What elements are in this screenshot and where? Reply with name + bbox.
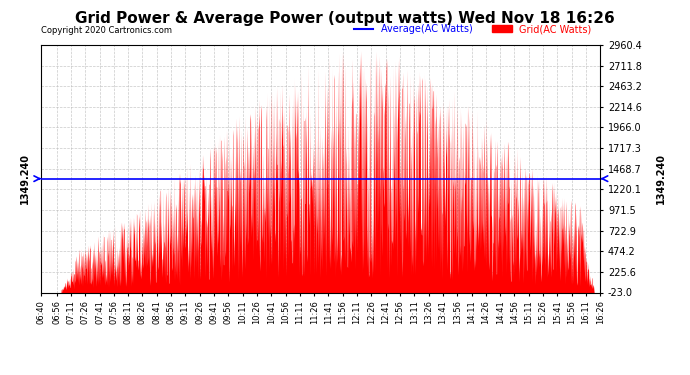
- Text: Grid Power & Average Power (output watts) Wed Nov 18 16:26: Grid Power & Average Power (output watts…: [75, 11, 615, 26]
- Text: 1349.240: 1349.240: [20, 153, 30, 204]
- Legend: Average(AC Watts), Grid(AC Watts): Average(AC Watts), Grid(AC Watts): [350, 20, 595, 38]
- Text: 1349.240: 1349.240: [656, 153, 666, 204]
- Text: Copyright 2020 Cartronics.com: Copyright 2020 Cartronics.com: [41, 26, 172, 35]
